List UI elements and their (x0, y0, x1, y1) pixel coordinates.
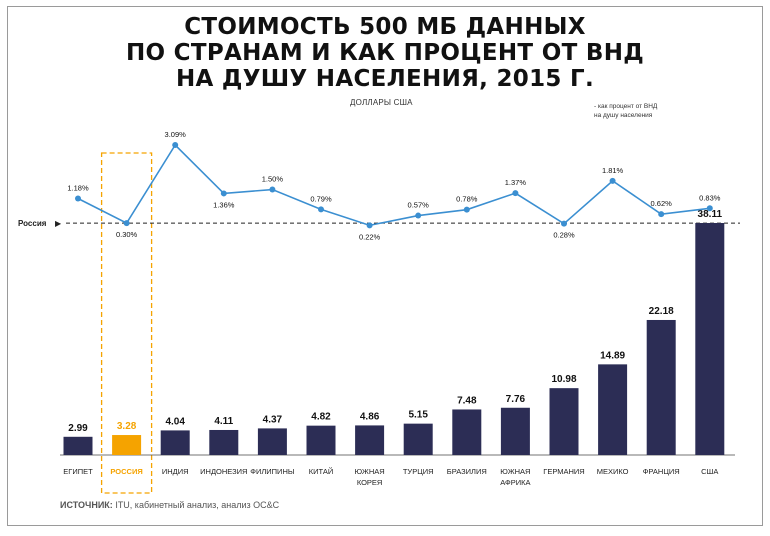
percent-label: 0.78% (456, 195, 478, 204)
legend-note-line-1: - как процент от ВНД (594, 103, 658, 110)
bar-value-label: 3.28 (117, 421, 137, 432)
category-label: ЮЖНАЯ (500, 467, 530, 476)
category-label: МЕХИКО (597, 467, 629, 476)
bar-value-label: 7.76 (506, 394, 526, 405)
category-label: АФРИКА (500, 478, 530, 487)
category-label: ГЕРМАНИЯ (543, 467, 584, 476)
category-label: КИТАЙ (309, 467, 334, 476)
percent-label: 0.83% (699, 193, 721, 202)
highlight-box (100, 152, 153, 494)
bar (306, 425, 336, 455)
title-line-3: НА ДУШУ НАСЕЛЕНИЯ, 2015 Г. (175, 66, 595, 92)
percent-point (415, 212, 422, 219)
bar (112, 435, 142, 455)
category-label: ЕГИПЕТ (63, 467, 93, 476)
percent-point (220, 190, 227, 197)
bar (355, 425, 385, 455)
percent-point (318, 206, 324, 213)
bar (646, 319, 676, 455)
chart-subtitle: ДОЛЛАРЫ США (350, 98, 413, 107)
category-label: ИНДИЯ (162, 467, 189, 476)
bar (160, 430, 190, 455)
category-label: ЮЖНАЯ (355, 467, 385, 476)
bar (63, 436, 93, 455)
percent-point (706, 205, 713, 212)
percent-point (609, 177, 616, 184)
percent-label: 0.57% (408, 201, 430, 210)
category-label: ФИЛИПИНЫ (250, 467, 295, 476)
percent-label: 1.50% (262, 175, 284, 184)
category-label: РОССИЯ (110, 467, 142, 476)
title-line-2: ПО СТРАНАМ И КАК ПРОЦЕНТ ОТ ВНД (125, 40, 645, 66)
bar-value-label: 4.37 (263, 414, 283, 425)
category-label: ИНДОНЕЗИЯ (200, 467, 247, 476)
category-label: ТУРЦИЯ (403, 467, 434, 476)
percent-label: 3.09% (165, 130, 187, 139)
percent-point (75, 195, 81, 202)
percent-point (123, 220, 130, 227)
bar (257, 428, 287, 455)
bar (598, 364, 628, 455)
percent-point (269, 186, 276, 193)
bar (403, 423, 433, 455)
percent-point (561, 220, 567, 227)
source-note: ИСТОЧНИК: ITU, кабинетный анализ, анализ… (60, 500, 279, 510)
bar-value-label: 4.82 (311, 412, 331, 423)
percent-point (172, 142, 179, 148)
bar-value-label: 5.15 (408, 410, 428, 421)
bar (500, 407, 530, 455)
percent-point (366, 222, 373, 229)
bar-value-label: 14.89 (600, 350, 625, 361)
reference-arrow: ▶ (55, 219, 62, 228)
category-label: БРАЗИЛИЯ (447, 467, 487, 476)
percent-label: 1.18% (67, 183, 89, 192)
percent-line (77, 143, 710, 227)
source-label: ИСТОЧНИК: (60, 500, 113, 510)
bar (695, 223, 725, 455)
reference-label: Россия (18, 219, 47, 228)
category-label: ФРАНЦИЯ (643, 467, 680, 476)
bar-value-label: 38.11 (698, 209, 723, 220)
percent-point (463, 206, 470, 213)
percent-point (658, 211, 665, 218)
percent-label: 0.62% (651, 199, 673, 208)
percent-label: 1.37% (505, 178, 527, 187)
bar-value-label: 4.04 (165, 416, 185, 427)
source-text: ITU, кабинетный анализ, анализ OC&C (112, 500, 280, 510)
category-label: США (701, 467, 718, 476)
bar (209, 429, 239, 455)
bar (549, 388, 579, 455)
bar-value-label: 10.98 (551, 374, 576, 385)
bar-value-label: 4.86 (360, 411, 380, 422)
title-line-1: СТОИМОСТЬ 500 МБ ДАННЫХ (184, 14, 586, 40)
bar-value-label: 2.99 (68, 423, 88, 434)
percent-label: 1.81% (602, 166, 624, 175)
category-label: КОРЕЯ (357, 478, 383, 487)
percent-label: 1.36% (213, 200, 235, 209)
bar-value-label: 22.18 (649, 306, 674, 317)
percent-label: 0.30% (116, 230, 138, 239)
percent-point (512, 190, 519, 197)
legend-note-line-2: на душу населения (594, 112, 653, 119)
chart-frame (7, 6, 763, 526)
percent-label: 0.79% (310, 194, 332, 203)
bar (452, 409, 482, 455)
percent-label: 0.22% (359, 232, 381, 241)
bar-value-label: 4.11 (214, 416, 233, 427)
percent-label: 0.28% (553, 231, 575, 240)
chart-title: СТОИМОСТЬ 500 МБ ДАННЫХ ПО СТРАНАМ И КАК… (0, 14, 770, 92)
bar-value-label: 7.48 (457, 395, 477, 406)
